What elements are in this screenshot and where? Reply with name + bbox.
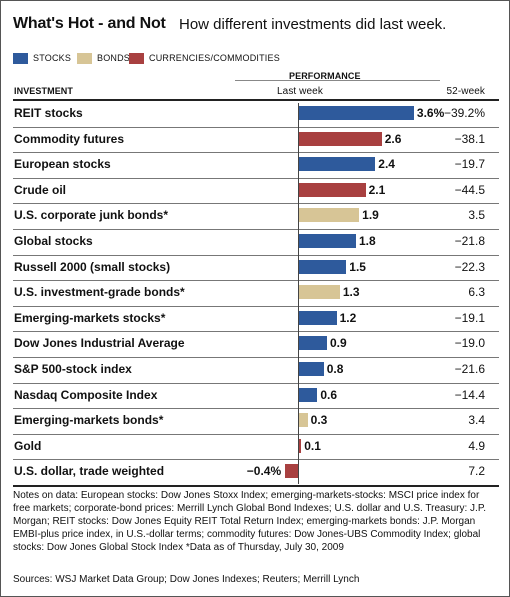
week52-value: −38.1 (454, 131, 485, 146)
bar (298, 413, 308, 428)
row-label: Commodity futures (14, 131, 125, 146)
bar-value-label: 1.9 (362, 208, 379, 223)
row-label: U.S. investment-grade bonds* (14, 285, 185, 300)
performance-header: PERFORMANCE (289, 71, 361, 81)
row-divider (13, 408, 499, 410)
bar (298, 157, 376, 172)
bar (285, 464, 298, 479)
row-label: REIT stocks (14, 106, 83, 120)
row-label: Gold (14, 438, 42, 453)
row-divider (13, 177, 499, 179)
row-label: Global stocks (14, 234, 93, 248)
bar-value-label: 2.1 (368, 182, 386, 197)
header-rule (13, 99, 499, 101)
week52-value: −39.2% (443, 106, 485, 120)
bar-value-label: 0.9 (329, 336, 347, 351)
week52-value: −21.6 (454, 362, 485, 376)
week52-header: 52-week (446, 86, 485, 97)
week52-value: −14.4 (454, 387, 485, 402)
row-divider (13, 229, 499, 230)
legend-swatch-bonds (77, 52, 92, 64)
row-label: European stocks (14, 157, 111, 172)
row-label: Russell 2000 (small stocks) (14, 259, 171, 274)
zero-axis (298, 103, 299, 484)
row-divider (13, 382, 499, 384)
investment-header: INVESTMENT (14, 86, 74, 96)
bar (298, 336, 327, 351)
notes-text: Notes on data: European stocks: Dow Jone… (13, 490, 486, 553)
bar (298, 131, 382, 146)
bar-value-label: 1.2 (339, 310, 357, 325)
legend-label-bonds: BONDS (97, 53, 131, 63)
legend-swatch-currencies (129, 52, 144, 64)
row-divider (13, 433, 499, 435)
bar (298, 259, 347, 274)
row-divider (13, 305, 499, 307)
bar (298, 387, 318, 402)
performance-rule (235, 80, 440, 81)
bar (298, 310, 337, 325)
bar-value-label: 0.6 (320, 387, 337, 402)
chart-title: What's Hot - and Not (13, 15, 166, 32)
week52-value: −19.1 (454, 310, 485, 325)
row-divider (13, 152, 499, 154)
week52-value: 4.9 (468, 438, 485, 453)
legend-swatch-stocks (13, 52, 28, 64)
row-divider (13, 254, 499, 256)
bar-value-label: 2.6 (384, 131, 402, 146)
bar-value-label: 0.8 (326, 362, 344, 376)
bar-value-label: 1.8 (358, 234, 376, 248)
legend-label-currencies: CURRENCIES/COMMODITIES (149, 53, 280, 63)
row-label: U.S. corporate junk bonds* (14, 208, 169, 223)
row-label: Dow Jones Industrial Average (14, 336, 185, 351)
legend-bonds: BONDS (77, 52, 130, 64)
row-label: Emerging-markets stocks* (14, 310, 166, 325)
bar (298, 285, 340, 300)
week52-value: −21.8 (454, 234, 485, 248)
week52-value: 3.5 (468, 208, 485, 223)
week52-value: −19.0 (454, 336, 485, 351)
bar (298, 208, 360, 223)
legend-currencies: CURRENCIES/COMMODITIES (129, 52, 280, 64)
bar-value-label: 3.6% (416, 106, 445, 120)
week52-value: −44.5 (454, 182, 485, 197)
bar (298, 362, 324, 376)
bar-value-label: 2.4 (378, 157, 395, 172)
bar (298, 438, 302, 453)
bar (298, 234, 356, 248)
row-divider (13, 459, 499, 461)
row-label: Nasdaq Composite Index (14, 387, 158, 402)
row-divider (13, 357, 499, 358)
legend-label-stocks: STOCKS (33, 53, 72, 63)
row-label: Emerging-markets bonds* (14, 413, 164, 428)
row-label: U.S. dollar, trade weighted (14, 464, 165, 479)
row-divider (13, 203, 499, 205)
bar-value-label: 0.1 (304, 438, 321, 453)
bar-value-label: 0.3 (310, 413, 328, 428)
week52-value: 7.2 (468, 464, 485, 479)
row-label: S&P 500-stock index (14, 362, 132, 376)
week52-value: 6.3 (468, 285, 485, 300)
last-week-header: Last week (277, 86, 323, 97)
row-divider (13, 280, 499, 282)
bar (298, 182, 366, 197)
bar (298, 106, 414, 120)
row-divider (13, 126, 499, 128)
week52-value: −22.3 (454, 259, 485, 274)
legend-stocks: STOCKS (13, 52, 71, 64)
chart-subtitle: How different investments did last week. (179, 16, 447, 33)
week52-value: 3.4 (468, 413, 485, 428)
row-divider (13, 331, 499, 333)
row-divider (13, 485, 499, 487)
bar-value-label: 1.5 (349, 259, 366, 274)
row-label: Crude oil (14, 182, 67, 197)
bar-value-label: 1.3 (342, 285, 360, 300)
sources-text: Sources: WSJ Market Data Group; Dow Jone… (13, 574, 360, 585)
bar-value-label: −0.4% (246, 464, 282, 479)
week52-value: −19.7 (454, 157, 485, 172)
